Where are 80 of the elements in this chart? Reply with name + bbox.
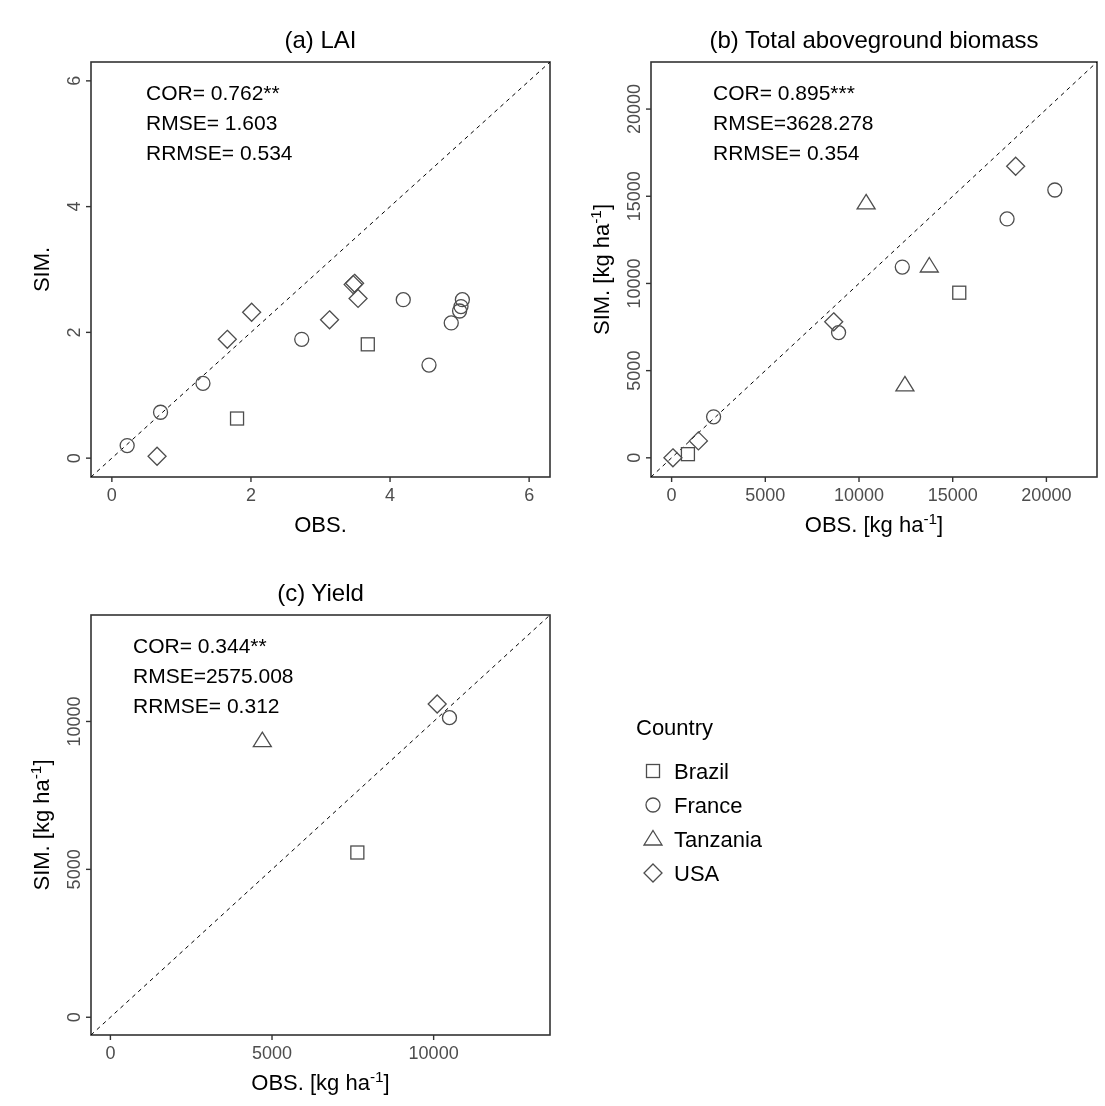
x-tick-label: 20000 [1021,485,1072,505]
annotation: RMSE=3628.278 [713,111,874,134]
point [294,331,310,347]
x-tick-label: 10000 [408,1043,459,1063]
chart-title: (c) Yield [277,579,364,606]
legend-label: USA [674,861,720,886]
annotation: COR= 0.344** [133,634,267,657]
point [319,310,340,330]
point [350,845,365,860]
x-tick-label: 0 [106,485,117,505]
y-tick-label: 4 [64,201,84,212]
point [895,375,915,392]
point [229,411,245,426]
legend-label: France [674,793,743,818]
x-axis-title: OBS. [294,512,347,537]
legend-title: Country [636,715,714,740]
x-tick-label: 15000 [927,485,978,505]
point [952,285,967,300]
annotation: RMSE= 1.603 [146,111,278,134]
chart-title: (b) Total aboveground biomass [709,26,1039,53]
point [663,448,683,468]
y-axis-title: SIM. [29,246,54,293]
y-tick-label: 10000 [64,696,84,747]
annotation: RRMSE= 0.534 [146,141,293,164]
annotation: COR= 0.762** [146,81,280,104]
point [147,446,167,466]
x-tick-label: 6 [524,485,535,505]
x-axis-title: OBS. [kg ha$^{-1}$] [804,509,944,537]
point [680,447,696,462]
chart-title: (a) LAI [284,26,357,53]
point [1006,156,1026,176]
y-tick-label: 5000 [64,849,84,890]
point [195,375,211,391]
x-tick-label: 4 [385,485,396,505]
point [152,404,169,420]
y-tick-label: 10000 [624,258,644,309]
x-tick-label: 2 [245,485,256,505]
point [441,709,458,726]
point [705,409,722,425]
point [348,288,368,309]
point [894,259,910,275]
x-tick-label: 10000 [833,485,885,505]
point [427,694,447,714]
x-axis-title: OBS. [kg ha$^{-1}$] [251,1067,390,1095]
point [421,357,437,373]
point [688,431,709,451]
point [454,292,471,308]
y-tick-label: 2 [64,327,84,338]
y-tick-label: 20000 [624,84,644,135]
point [360,337,375,352]
y-tick-label: 0 [624,452,644,463]
point [453,298,469,315]
point [119,437,135,454]
point [217,329,237,349]
y-tick-label: 0 [64,453,84,464]
legend-label: Brazil [674,759,730,784]
legend-label: Tanzania [674,827,763,852]
y-tick-label: 5000 [624,350,644,391]
point [1047,182,1063,198]
annotation: COR= 0.895*** [713,81,855,104]
y-tick-label: 0 [64,1012,84,1023]
x-tick-label: 5000 [745,485,786,505]
point [830,324,847,341]
point [252,731,272,748]
annotation: RMSE=2575.008 [133,664,294,687]
annotation: RRMSE= 0.312 [133,694,280,717]
point [824,312,844,332]
x-tick-label: 5000 [251,1043,293,1063]
y-tick-label: 6 [64,75,84,86]
point [443,315,459,331]
point [856,193,876,210]
point [999,211,1015,227]
y-tick-label: 15000 [624,171,644,222]
point [919,256,939,273]
x-tick-label: 0 [105,1043,116,1063]
point [242,302,262,322]
point [395,292,411,308]
annotation: RRMSE= 0.354 [713,141,860,164]
point [451,303,468,319]
x-tick-label: 0 [666,485,677,505]
